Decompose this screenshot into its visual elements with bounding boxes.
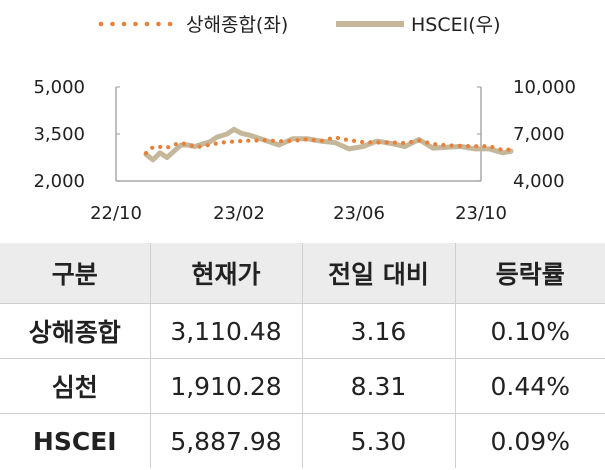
- series-dot-shanghai: [205, 143, 210, 148]
- x-axis-tick-label: 23/10: [455, 203, 507, 224]
- series-dot-shanghai: [166, 145, 171, 150]
- series-dot-shanghai: [335, 135, 340, 141]
- table-row: 상해종합 3,110.48 3.16 0.10%: [0, 303, 605, 359]
- series-dot-shanghai: [474, 144, 479, 149]
- series-line-hscei: [143, 126, 514, 163]
- series-dot-shanghai: [441, 142, 446, 148]
- row-index-name: 심천: [0, 358, 150, 414]
- series-dot-shanghai: [213, 141, 218, 146]
- series-dot-shanghai: [221, 140, 226, 145]
- series-dot-shanghai: [425, 140, 430, 145]
- index-quote-table: 구분 현재가 전일 대비 등락률 상해종합 3,110.48 3.16 0.10…: [0, 243, 605, 468]
- row-current-price: 5,887.98: [149, 413, 302, 468]
- right-axis-tick-label: 4,000: [513, 171, 565, 192]
- legend-swatch-dot: [144, 21, 150, 27]
- series-dot-shanghai: [238, 139, 243, 144]
- series-dot-shanghai: [319, 138, 324, 143]
- series-dot-shanghai: [409, 139, 414, 145]
- right-axis-tick-label: 10,000: [513, 77, 576, 98]
- series-dot-shanghai: [457, 143, 462, 148]
- x-axis-tick-label: 22/10: [90, 203, 142, 224]
- row-current-price: 1,910.28: [149, 358, 302, 414]
- right-axis-tick-labels: 4,000 7,000 10,000: [513, 77, 576, 192]
- right-axis-tick-label: 7,000: [513, 124, 565, 145]
- series-dot-shanghai: [351, 138, 357, 143]
- row-daily-change: 8.31: [301, 358, 455, 414]
- row-index-name: 상해종합: [0, 303, 150, 359]
- row-change-rate: 0.10%: [454, 303, 605, 359]
- series-line-shanghai: [143, 135, 511, 156]
- row-change-rate: 0.44%: [454, 358, 605, 414]
- series-dot-shanghai: [143, 151, 149, 156]
- series-dot-shanghai: [343, 137, 348, 142]
- legend-label-hscei: HSCEI(우): [411, 14, 501, 36]
- axis-tick-marks: [116, 86, 481, 182]
- header-category: 구분: [0, 243, 150, 304]
- series-dot-shanghai: [262, 138, 267, 143]
- series-dot-shanghai: [417, 138, 422, 143]
- x-axis-tick-label: 23/06: [333, 203, 385, 224]
- series-dot-shanghai: [376, 140, 381, 145]
- table-header-row: 구분 현재가 전일 대비 등락률: [0, 243, 605, 304]
- series-dot-shanghai: [368, 140, 373, 145]
- x-axis-tick-label: 23/02: [213, 203, 265, 224]
- series-dot-shanghai: [401, 140, 406, 146]
- series-dot-shanghai: [287, 138, 292, 144]
- series-dot-shanghai: [506, 147, 511, 152]
- left-axis-tick-label: 5,000: [33, 77, 85, 98]
- legend-swatch-shanghai: [98, 21, 173, 27]
- legend-swatch-dot: [167, 21, 173, 27]
- series-dot-shanghai: [270, 138, 275, 143]
- series-dot-shanghai: [311, 138, 316, 143]
- legend-swatch-dot: [110, 21, 115, 27]
- series-dot-shanghai: [189, 143, 194, 148]
- series-dot-shanghai: [449, 143, 454, 148]
- series-dot-shanghai: [303, 137, 308, 142]
- row-index-name: HSCEI: [0, 413, 150, 468]
- left-axis-tick-labels: 2,000 3,500 5,000: [33, 77, 85, 192]
- series-dot-shanghai: [360, 139, 365, 145]
- left-axis-tick-label: 2,000: [33, 171, 85, 192]
- series-dot-shanghai: [392, 140, 397, 145]
- row-current-price: 3,110.48: [149, 303, 302, 359]
- legend: 상해종합(좌) HSCEI(우): [98, 14, 501, 36]
- header-current-price: 현재가: [149, 243, 302, 304]
- series-dot-shanghai: [279, 139, 284, 144]
- series-dot-shanghai: [158, 144, 163, 149]
- legend-label-shanghai: 상해종합(좌): [186, 14, 288, 36]
- header-daily-change: 전일 대비: [301, 243, 455, 304]
- series-dot-shanghai: [433, 142, 438, 147]
- series-dot-shanghai: [498, 147, 503, 152]
- legend-swatch-dot: [156, 21, 161, 27]
- series-dot-shanghai: [295, 138, 300, 143]
- series-dot-shanghai: [181, 141, 186, 146]
- series-dot-shanghai: [197, 144, 202, 149]
- table-row: 심천 1,910.28 8.31 0.44%: [0, 358, 605, 414]
- series-dot-shanghai: [254, 138, 259, 143]
- header-change-rate: 등락률: [454, 243, 605, 304]
- series-dot-shanghai: [384, 140, 389, 145]
- series-dot-shanghai: [229, 139, 235, 144]
- series-dot-shanghai: [327, 136, 332, 141]
- series-dot-shanghai: [150, 145, 155, 150]
- series-dot-shanghai: [465, 144, 471, 149]
- table-row: HSCEI 5,887.98 5.30 0.09%: [0, 413, 605, 468]
- row-daily-change: 5.30: [301, 413, 455, 468]
- x-axis-tick-labels: 22/10 23/02 23/06 23/10: [90, 203, 507, 224]
- row-change-rate: 0.09%: [454, 413, 605, 468]
- series-dot-shanghai: [246, 138, 251, 143]
- legend-swatch-dot: [98, 21, 104, 27]
- series-dot-shanghai: [173, 142, 178, 147]
- legend-swatch-dot: [121, 21, 127, 27]
- legend-swatch-dot: [133, 21, 138, 27]
- row-daily-change: 3.16: [301, 303, 455, 359]
- left-axis-tick-label: 3,500: [33, 124, 85, 145]
- index-line-chart: 상해종합(좌) HSCEI(우) 2,000 3,500 5,000 4,000 7,…: [33, 14, 576, 224]
- series-dot-shanghai: [482, 144, 487, 149]
- series-dot-shanghai: [490, 145, 495, 150]
